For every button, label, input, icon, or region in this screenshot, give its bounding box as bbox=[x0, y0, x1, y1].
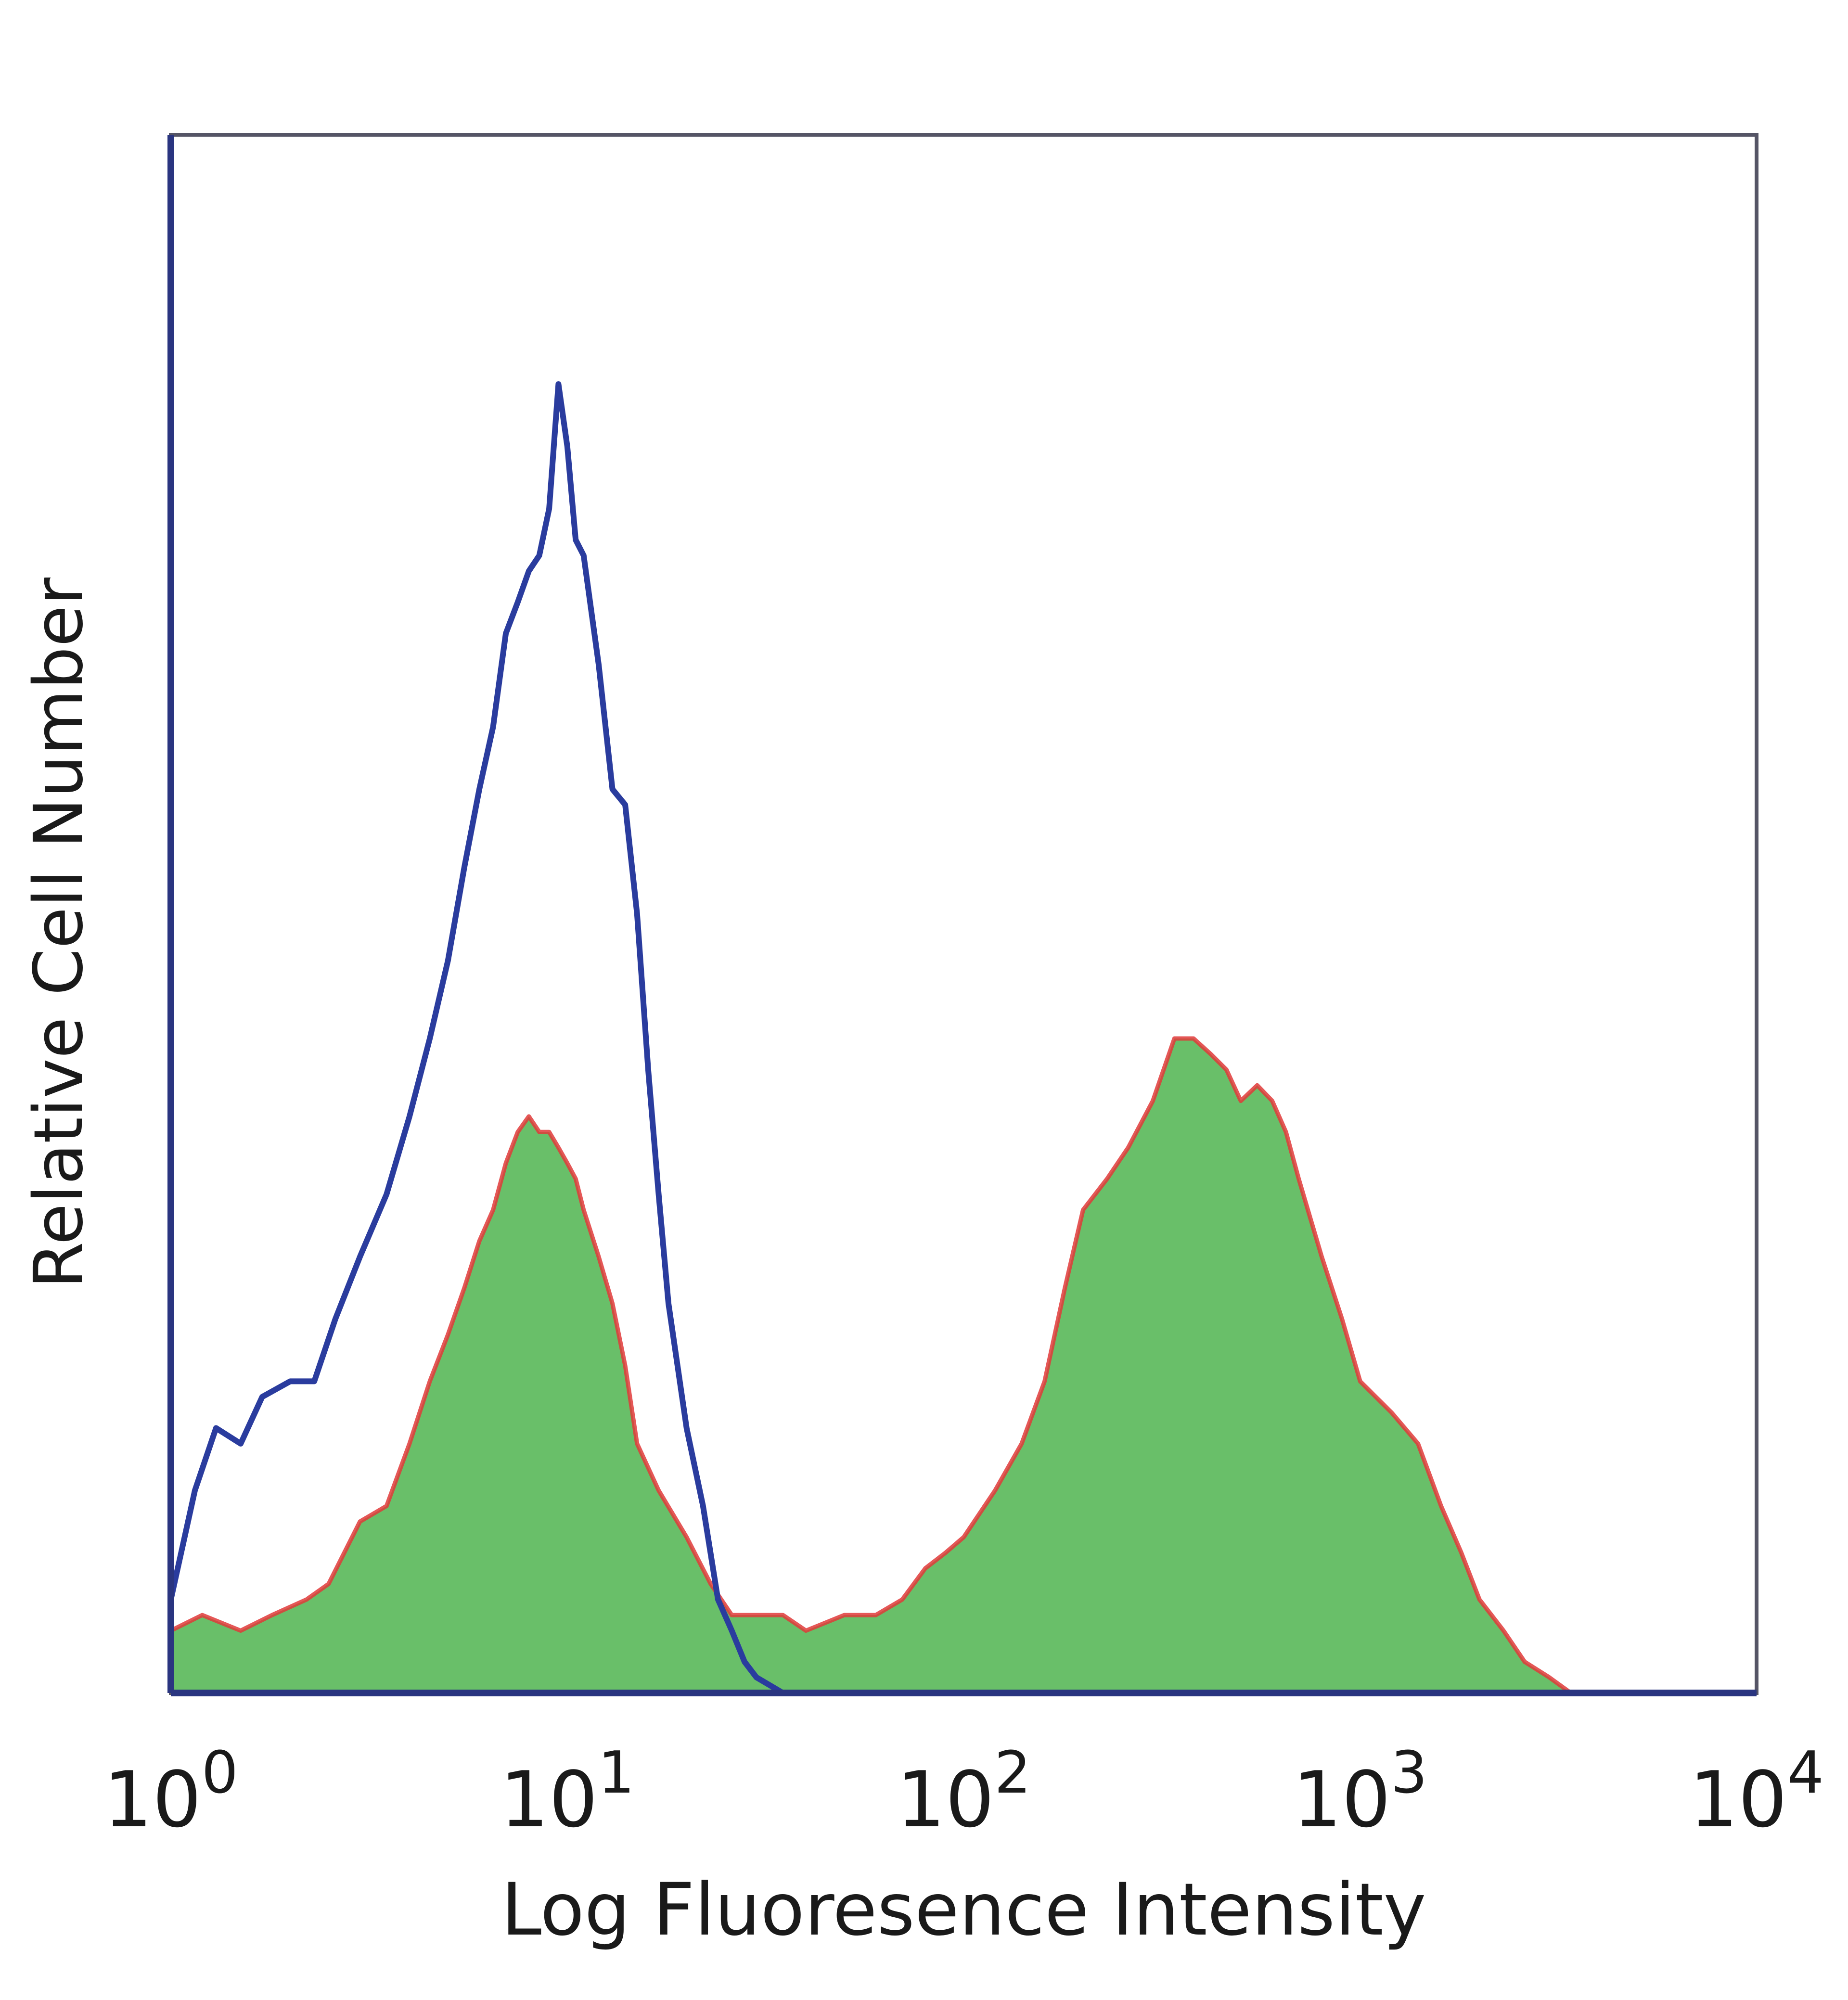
x-tick-exponent: 3 bbox=[1391, 1740, 1427, 1807]
plot-frame bbox=[167, 133, 1758, 1696]
x-tick-label-3: 103 bbox=[1293, 1740, 1427, 1845]
x-tick-exponent: 4 bbox=[1787, 1740, 1824, 1807]
plot-area bbox=[168, 381, 1757, 1696]
x-tick-label-1: 101 bbox=[500, 1740, 635, 1845]
x-tick-base: 10 bbox=[1293, 1755, 1391, 1845]
x-tick-exponent: 1 bbox=[598, 1740, 634, 1807]
y-axis-title: Relative Cell Number bbox=[20, 577, 98, 1289]
x-tick-base: 10 bbox=[897, 1755, 995, 1845]
x-tick-exponent: 0 bbox=[202, 1740, 238, 1807]
x-tick-label-2: 102 bbox=[897, 1740, 1031, 1845]
stained-histogram-outline bbox=[169, 1036, 1757, 1695]
x-axis-title: Log Fluoresence Intensity bbox=[501, 1868, 1426, 1952]
stained-histogram-fill bbox=[171, 1038, 1757, 1693]
x-tick-label-0: 100 bbox=[103, 1740, 238, 1845]
x-tick-base: 10 bbox=[1689, 1755, 1787, 1845]
x-tick-base: 10 bbox=[500, 1755, 598, 1845]
x-tick-labels: 100 101 102 103 104 bbox=[103, 1740, 1824, 1845]
x-tick-exponent: 2 bbox=[994, 1740, 1031, 1807]
x-tick-base: 10 bbox=[103, 1755, 202, 1845]
x-tick-label-4: 104 bbox=[1689, 1740, 1824, 1845]
